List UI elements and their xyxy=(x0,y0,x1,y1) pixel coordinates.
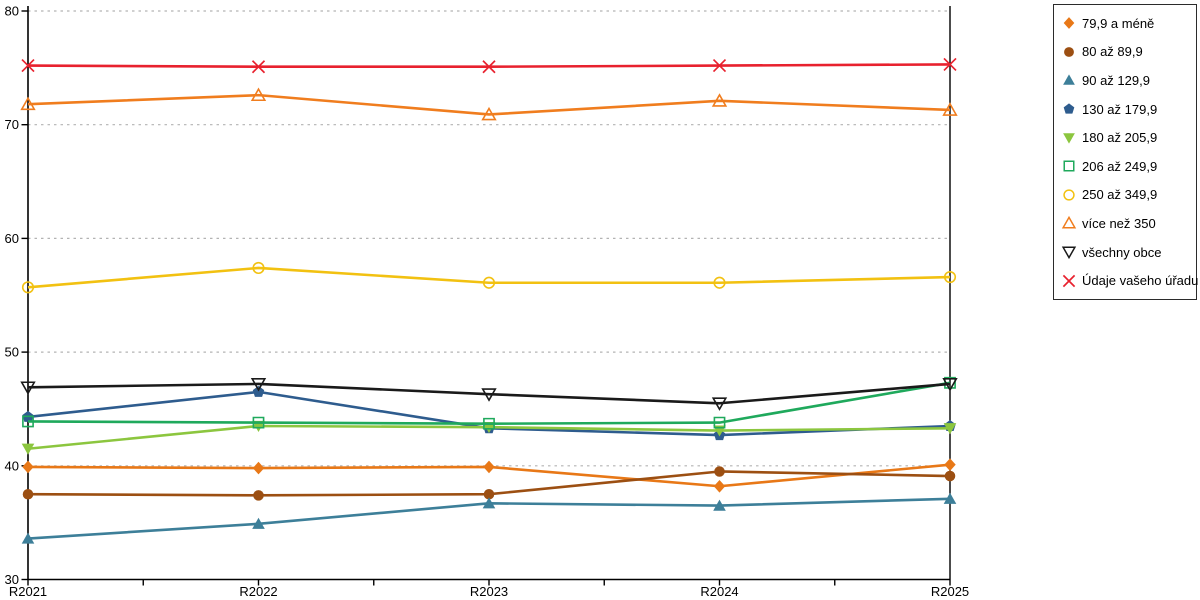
triangle-up-marker-icon xyxy=(1063,74,1075,86)
legend-item-2: 80 až 89,9 xyxy=(1061,38,1196,66)
series-line xyxy=(27,266,951,289)
legend-item-9: všechny obce xyxy=(1061,238,1196,266)
square-marker-icon xyxy=(1063,160,1075,172)
y-axis-tick-label: 30 xyxy=(5,572,19,587)
triangle-down-marker-icon xyxy=(250,378,267,392)
legend-item-5: 180 až 205,9 xyxy=(1061,124,1196,152)
triangle-up-marker-icon xyxy=(482,497,496,509)
y-axis-tick-label: 60 xyxy=(5,231,19,246)
triangle-up-marker-icon xyxy=(711,93,728,107)
diamond-marker-icon xyxy=(22,460,34,474)
circle-marker-icon xyxy=(944,470,956,482)
triangle-up-marker-icon xyxy=(252,517,265,529)
y-axis-tick-label: 70 xyxy=(5,117,19,132)
x-axis-tick-label: R2021 xyxy=(9,584,47,599)
circle-marker-icon xyxy=(252,261,265,275)
circle-marker-icon xyxy=(483,488,495,500)
triangle-down-marker-icon xyxy=(711,397,728,411)
square-marker-icon xyxy=(252,416,265,429)
x-marker-icon xyxy=(482,60,496,74)
triangle-down-marker-icon xyxy=(21,443,35,455)
circle-marker-icon xyxy=(1064,46,1074,57)
triangle-up-marker-icon xyxy=(943,492,957,504)
x-marker-icon xyxy=(251,60,266,74)
series-square xyxy=(22,376,956,430)
triangle-up-marker-icon xyxy=(713,499,726,511)
y-axis-tick-label: 50 xyxy=(5,345,19,360)
circle-marker-icon xyxy=(482,276,496,289)
series-triangle-down xyxy=(20,378,958,411)
chart-legend: 79,9 a méně 80 až 89,9 90 až 129,9 130 až 1… xyxy=(1053,4,1199,300)
circle-marker-icon xyxy=(1063,189,1075,201)
triangle-down-marker-icon xyxy=(481,388,497,402)
legend-item-label: 250 až 349,9 xyxy=(1082,187,1158,203)
legend-item-label: 180 až 205,9 xyxy=(1082,130,1158,146)
triangle-down-marker-icon xyxy=(1061,246,1077,260)
legend-item-8: více než 350 xyxy=(1061,209,1196,237)
series-circle xyxy=(21,261,957,294)
x-marker-icon xyxy=(943,57,957,72)
diamond-marker-icon xyxy=(252,461,265,475)
diamond-marker-icon xyxy=(944,458,956,471)
triangle-up-marker-icon xyxy=(20,96,36,111)
legend-item-label: všechny obce xyxy=(1082,244,1162,260)
triangle-up-marker-icon xyxy=(1061,216,1077,229)
x-marker-icon xyxy=(1062,274,1076,287)
circle-marker-icon xyxy=(943,270,957,284)
legend-item-3: 90 až 129,9 xyxy=(1061,66,1196,94)
series-triangle-up xyxy=(21,492,957,544)
triangle-up-marker-icon xyxy=(481,106,497,121)
legend-item-label: více než 350 xyxy=(1082,215,1156,231)
circle-marker-icon xyxy=(22,488,34,500)
chart-plot-area: 30 40 50 60 70 80 R2021 R2022 R2023 R2024 R2025 xyxy=(5,4,970,600)
series-line xyxy=(27,382,951,405)
series-x xyxy=(21,57,957,74)
series-triangle-down xyxy=(21,420,957,455)
y-axis-tick-label: 40 xyxy=(5,458,19,473)
x-axis-tick-label: R2022 xyxy=(239,584,277,599)
square-marker-icon xyxy=(22,415,34,428)
square-marker-icon xyxy=(713,416,726,429)
series-diamond xyxy=(22,458,956,493)
triangle-down-marker-icon xyxy=(1063,132,1075,144)
y-axis-tick-label: 80 xyxy=(5,4,19,19)
x-axis-tick-label: R2025 xyxy=(931,584,969,599)
triangle-up-marker-icon xyxy=(21,532,35,544)
diamond-marker-icon xyxy=(713,479,726,493)
legend-item-1: 79,9 a méně xyxy=(1061,9,1196,37)
x-axis-tick-label: R2024 xyxy=(700,584,738,599)
triangle-down-marker-icon xyxy=(20,381,36,395)
circle-marker-icon xyxy=(253,490,264,501)
legend-item-label: 90 až 129,9 xyxy=(1082,72,1150,88)
legend-item-label: 206 až 249,9 xyxy=(1082,158,1158,174)
pentagon-marker-icon xyxy=(1063,103,1075,114)
diamond-marker-icon xyxy=(483,460,495,474)
x-marker-icon xyxy=(21,58,35,73)
diamond-marker-icon xyxy=(1063,17,1075,30)
series-triangle-up xyxy=(20,87,958,121)
legend-item-label: Údaje vašeho úřadu xyxy=(1082,273,1199,289)
legend-item-4: 130 až 179,9 xyxy=(1061,95,1196,123)
x-marker-icon xyxy=(712,58,727,73)
legend-item-label: 130 až 179,9 xyxy=(1082,101,1158,117)
series-line xyxy=(27,381,951,426)
legend-item-label: 80 až 89,9 xyxy=(1082,44,1143,60)
legend-item-6: 206 až 249,9 xyxy=(1061,152,1196,180)
triangle-down-marker-icon xyxy=(942,378,958,392)
triangle-up-marker-icon xyxy=(942,102,958,116)
square-marker-icon xyxy=(483,417,495,430)
legend-item-7: 250 až 349,9 xyxy=(1061,181,1196,209)
circle-marker-icon xyxy=(713,276,726,289)
triangle-down-marker-icon xyxy=(943,423,957,435)
circle-marker-icon xyxy=(714,466,725,477)
x-axis-tick-label: R2023 xyxy=(470,584,508,599)
legend-item-label: 79,9 a méně xyxy=(1082,15,1155,31)
legend-item-10: Údaje vašeho úřadu xyxy=(1061,267,1199,295)
series-circle xyxy=(22,466,956,501)
triangle-up-marker-icon xyxy=(250,87,267,102)
circle-marker-icon xyxy=(21,281,35,294)
series-line xyxy=(27,93,951,116)
